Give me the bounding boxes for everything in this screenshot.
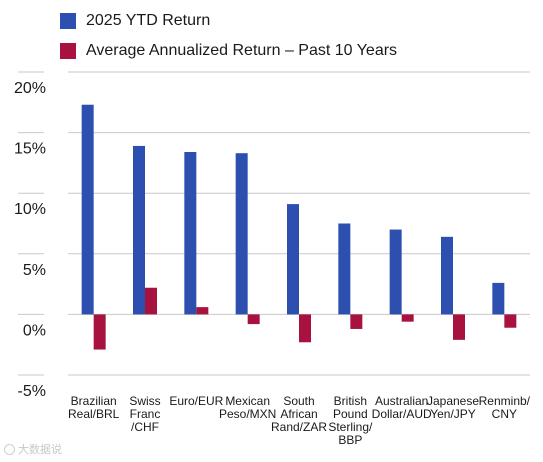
x-tick-label: British Pound Sterling/BBP [328, 394, 373, 447]
logo-circle-icon [4, 443, 15, 455]
x-tick-label: Swiss Franc/CHF [129, 394, 160, 434]
x-tick-label-line: Japanese [427, 394, 479, 408]
x-tick-label-line: Renminb/ [479, 394, 531, 408]
x-tick-label-line: Yen/JPY [430, 407, 476, 421]
bar-10yr [504, 314, 517, 328]
bar-ytd [389, 229, 402, 315]
x-tick-label-line: Brazilian [71, 394, 117, 408]
x-tick-label-line: African [280, 407, 317, 421]
legend-label-ytd: 2025 YTD Return [86, 12, 211, 29]
x-tick-label-line: Pound [333, 407, 368, 421]
x-tick-label: South African Rand/ZAR [271, 394, 327, 434]
bar-ytd [338, 223, 351, 315]
x-tick-label: Australian Dollar/AUD [372, 394, 432, 421]
bar-ytd [184, 151, 197, 315]
bar-10yr [299, 314, 311, 343]
x-tick-label: Japanese Yen/JPY [427, 394, 479, 421]
x-tick-label-line: Franc [130, 407, 161, 421]
x-tick-label-line: Euro/EUR [169, 394, 223, 408]
x-tick-label: Renminb/CNY [479, 394, 531, 421]
x-tick-label: Euro/EUR [169, 394, 223, 408]
x-tick-label-line: British [334, 394, 367, 408]
x-tick-label-line: BBP [338, 433, 362, 447]
y-tick-label: -5% [18, 383, 46, 400]
x-tick-label-line: Dollar/AUD [372, 407, 432, 421]
bar-10yr [196, 307, 209, 315]
bar-ytd [81, 104, 94, 315]
bar-10yr [350, 314, 363, 329]
x-tick-label-line: Peso/MXN [219, 407, 276, 421]
bar-10yr [247, 314, 260, 325]
bar-ytd [492, 282, 505, 315]
y-tick-label: 10% [14, 201, 46, 218]
legend-swatch-ytd [60, 13, 76, 29]
bar-ytd [235, 153, 248, 315]
x-tick-label-line: Swiss [129, 394, 160, 408]
x-tick-label-line: Australian [375, 394, 428, 408]
watermark: 大数据说 [4, 441, 62, 457]
y-tick-label: 20% [14, 80, 46, 97]
y-tick-label: 15% [14, 141, 46, 158]
bar-10yr [145, 287, 157, 315]
x-tick-label-line: /CHF [131, 420, 159, 434]
y-tick-label: 0% [23, 322, 46, 339]
bar-ytd [133, 145, 145, 315]
bar-10yr [93, 314, 106, 350]
x-tick-label: Brazilian Real/BRL [68, 394, 120, 421]
legend-label-10yr: Average Annualized Return – Past 10 Year… [86, 42, 398, 59]
chart-legend: 2025 YTD Return Average Annualized Retur… [60, 10, 397, 70]
x-tick-label-line: Rand/ZAR [271, 420, 327, 434]
legend-item-ytd: 2025 YTD Return [60, 10, 397, 32]
x-tick-label-line: Real/BRL [68, 407, 120, 421]
x-tick-label-line: South [283, 394, 314, 408]
watermark-text: 大数据说 [18, 444, 62, 456]
bar-10yr [453, 314, 465, 340]
x-tick-label: Mexican Peso/MXN [219, 394, 276, 421]
legend-item-10yr: Average Annualized Return – Past 10 Year… [60, 40, 397, 62]
legend-swatch-10yr [60, 43, 76, 59]
bar-ytd [287, 204, 299, 315]
bar-10yr [401, 314, 414, 322]
y-tick-label: 5% [23, 262, 46, 279]
x-tick-label-line: CNY [492, 407, 517, 421]
x-tick-label-line: Sterling/ [328, 420, 373, 434]
x-tick-label-line: Mexican [225, 394, 270, 408]
bar-ytd [441, 236, 453, 315]
